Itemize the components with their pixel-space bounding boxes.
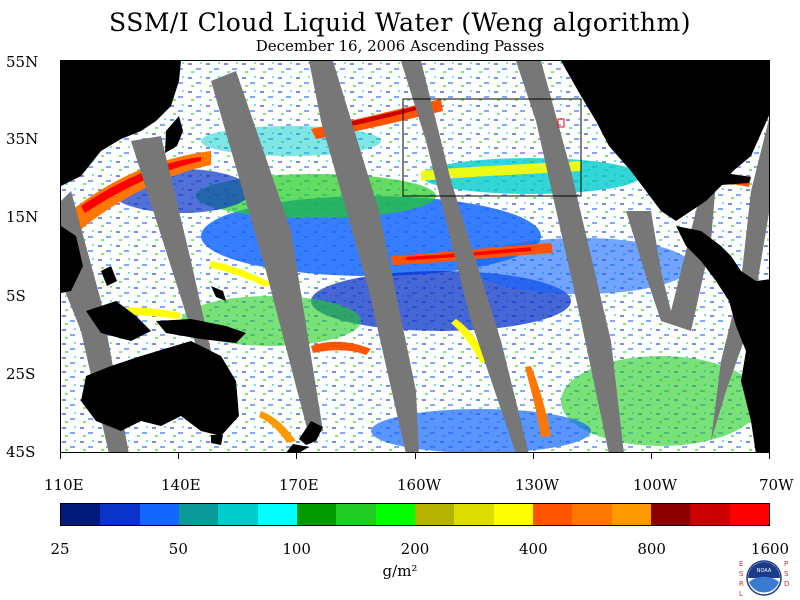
colorbar-swatch <box>218 504 258 525</box>
colorbar <box>60 503 770 526</box>
noaa-esrl-psd-logo: E S R L NOAA P S D <box>739 560 789 598</box>
lon-label-170e: 170E <box>279 476 319 494</box>
lon-label-100w: 100W <box>633 476 678 494</box>
colorbar-swatch <box>178 504 219 525</box>
lon-tick <box>651 453 652 459</box>
lon-label-140e: 140E <box>161 476 201 494</box>
lat-label-15n: 15N <box>6 208 39 226</box>
lat-label-5s: 5S <box>6 287 26 305</box>
colorbar-tick-label: 1600 <box>750 540 790 558</box>
svg-text:NOAA: NOAA <box>757 568 772 574</box>
svg-text:E: E <box>739 560 743 568</box>
lon-label-110e: 110E <box>44 476 84 494</box>
colorbar-swatch <box>729 504 769 525</box>
marker-box <box>557 118 565 128</box>
lon-tick <box>769 453 770 459</box>
colorbar-swatch <box>532 504 573 525</box>
region-box <box>402 98 582 197</box>
colorbar-swatch <box>414 504 455 525</box>
colorbar-swatch <box>690 504 730 525</box>
colorbar-swatch <box>572 504 612 525</box>
colorbar-swatch <box>100 504 140 525</box>
colorbar-tick-label: 800 <box>637 540 666 558</box>
colorbar-swatch <box>375 504 415 525</box>
lon-tick <box>296 453 297 459</box>
colorbar-swatch <box>61 504 101 525</box>
lon-tick <box>60 453 61 459</box>
lon-label-160w: 160W <box>397 476 442 494</box>
lon-label-130w: 130W <box>515 476 560 494</box>
colorbar-tick-label: 100 <box>282 540 311 558</box>
chart-title: SSM/I Cloud Liquid Water (Weng algorithm… <box>109 8 691 37</box>
cloud-water-map <box>61 61 769 452</box>
svg-text:S: S <box>784 570 789 578</box>
colorbar-tick-label: 400 <box>519 540 548 558</box>
chart-subtitle: December 16, 2006 Ascending Passes <box>255 37 545 55</box>
lat-label-25s: 25S <box>6 365 36 383</box>
svg-text:D: D <box>784 580 789 588</box>
colorbar-swatch <box>257 504 297 525</box>
colorbar-tick-label: 50 <box>168 540 188 558</box>
colorbar-tick-label: 25 <box>50 540 70 558</box>
svg-text:L: L <box>739 590 743 598</box>
units-label: g/m² <box>382 562 418 580</box>
lon-label-70w: 70W <box>759 476 794 494</box>
lat-label-55n: 55N <box>6 53 39 71</box>
land <box>61 61 769 452</box>
lon-tick <box>178 453 179 459</box>
lon-tick <box>415 453 416 459</box>
colorbar-swatch <box>454 504 494 525</box>
lon-tick <box>533 453 534 459</box>
colorbar-swatch <box>296 504 337 525</box>
colorbar-swatch <box>493 504 533 525</box>
svg-text:R: R <box>739 580 744 588</box>
colorbar-swatch <box>336 504 376 525</box>
svg-text:P: P <box>784 560 788 568</box>
colorbar-swatch <box>139 504 179 525</box>
colorbar-tick-label: 200 <box>400 540 430 558</box>
lat-label-35n: 35N <box>6 130 39 148</box>
colorbar-swatch <box>611 504 651 525</box>
lat-label-45s: 45S <box>6 443 36 461</box>
svg-text:S: S <box>739 570 744 578</box>
colorbar-swatch <box>650 504 691 525</box>
map-panel <box>60 60 770 453</box>
swath-gaps <box>61 61 769 452</box>
